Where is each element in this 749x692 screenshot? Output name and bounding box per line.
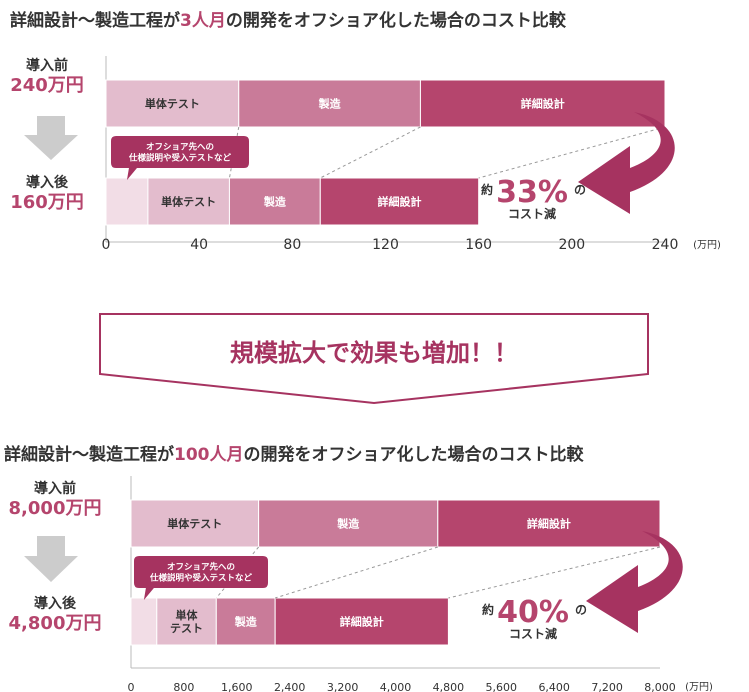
chart1-after-segment-label: 詳細設計 (377, 195, 421, 209)
chart2-connector-line (215, 546, 260, 599)
chart2-before-label: 導入前 8,000万円 (0, 481, 110, 519)
chart1-reduction-value: 33% (496, 175, 568, 210)
chart1-connector-line (478, 126, 666, 179)
chart2-after-label: 導入後 4,800万円 (0, 596, 110, 634)
chart2-after-segment-label: 単体テスト (170, 608, 203, 635)
chart1-after-total: 160万円 (10, 191, 84, 213)
chart1-before-segment-label: 製造 (318, 97, 342, 111)
chart1-after-segment-label: 単体テスト (161, 195, 216, 209)
chart1-title: 詳細設計〜製造工程が3人月の開発をオフショア化した場合のコスト比較 (10, 6, 566, 31)
chart2-after-segment-label: 詳細設計 (340, 615, 384, 629)
chart2-after-bar-segment (274, 597, 449, 646)
chart1-tick-label: 200 (558, 237, 585, 253)
chart1-reduction-label: コスト減 (508, 206, 556, 221)
chart2-title: 詳細設計〜製造工程が100人月の開発をオフショア化した場合のコスト比較 (4, 440, 584, 465)
chart2-tick-label: 4,000 (380, 681, 412, 692)
chart1-before-bar-segment (105, 79, 240, 128)
chart2-title-highlight: 100人月 (174, 445, 244, 465)
chart2-before-total: 8,000万円 (8, 497, 102, 519)
chart1-tick-label: 120 (372, 237, 399, 253)
chart2-before-segment-label: 単体テスト (167, 517, 222, 531)
chart1-unit-label: (万円) (693, 240, 721, 251)
chart2-callout-text: オフショア先への仕様説明や受入テストなど (149, 562, 253, 584)
chart2-tick-label: 5,600 (486, 681, 518, 692)
chart1-connector-line (320, 126, 421, 179)
chart1-reduction-suffix: の (574, 183, 586, 197)
chart2-before-bar-segment (130, 499, 260, 548)
chart1-before-total: 240万円 (10, 74, 84, 96)
chart1-callout-bubble (111, 136, 249, 180)
chart1-curved-arrow-icon (578, 112, 675, 214)
chart1-before-segment-label: 単体テスト (145, 97, 200, 111)
chart2-after-bar-segment (156, 597, 217, 646)
chart2-tick-label: 7,200 (591, 681, 623, 692)
chart1-down-arrow-icon (24, 116, 78, 160)
chart1-before-caption: 導入前 (26, 58, 68, 74)
chart2-tick-label: 0 (128, 681, 135, 692)
chart2-reduction-suffix: の (575, 603, 587, 617)
chart2-before-segment-label: 製造 (336, 517, 360, 531)
chart1-tick-label: 80 (283, 237, 301, 253)
chart2: 0 800 1,600 2,400 3,200 4,000 4,800 5,600 6,400 7… (128, 476, 713, 692)
chart1-tick-label: 40 (190, 237, 208, 253)
chart2-tick-label: 4,800 (433, 681, 465, 692)
chart2-tick-label: 1,600 (221, 681, 253, 692)
chart2-tick-label: 6,400 (538, 681, 570, 692)
chart2-before-bar-segment (437, 499, 661, 548)
chart2-reduction-value: 40% (497, 595, 569, 630)
chart1-title-post: の開発をオフショア化した場合のコスト比較 (225, 11, 566, 31)
chart1-before-segment-label: 詳細設計 (521, 97, 565, 111)
chart1: 0 40 80 120 160 200 240 (万円)単体テスト 製造 詳細設計単体テスト 製造詳… (102, 56, 721, 253)
chart1-reduction-prefix: 約 (481, 182, 493, 197)
chart2-reduction-label: コスト減 (509, 626, 557, 641)
banner-shape (99, 313, 649, 405)
chart1-after-bar-segment (228, 177, 321, 226)
chart1-before-bar-segment (419, 79, 666, 128)
chart1-after-bar-segment (105, 177, 149, 226)
chart1-after-segment-label: 製造 (263, 195, 287, 209)
chart2-title-pre: 詳細設計〜製造工程が (4, 445, 174, 465)
chart1-tick-label: 160 (465, 237, 492, 253)
chart1-title-pre: 詳細設計〜製造工程が (10, 11, 180, 31)
chart1-before-label: 導入前 240万円 (2, 58, 92, 96)
chart2-after-bar-segment (215, 597, 276, 646)
chart2-after-segment-label: 製造 (234, 615, 258, 629)
chart2-callout-bubble (134, 556, 268, 600)
chart2-tick-label: 3,200 (327, 681, 359, 692)
chart1-title-highlight: 3人月 (180, 11, 226, 31)
chart2-connector-line (275, 546, 438, 599)
chart2-before-caption: 導入前 (34, 481, 76, 497)
chart2-title-post: の開発をオフショア化した場合のコスト比較 (243, 445, 584, 465)
chart2-after-total: 4,800万円 (8, 612, 102, 634)
chart2-after-bar-segment (130, 597, 158, 646)
chart1-after-label: 導入後 160万円 (2, 175, 92, 213)
chart2-connector-line (448, 546, 661, 599)
banner-text: 規模拡大で効果も増加！！ (230, 339, 518, 367)
chart2-tick-label: 8,000 (644, 681, 676, 692)
chart2-unit-label: (万円) (685, 682, 713, 692)
chart2-curved-arrow-icon (586, 531, 683, 633)
chart1-before-bar-segment (238, 79, 421, 128)
chart1-tick-label: 0 (102, 237, 111, 253)
chart1-tick-label: 240 (652, 237, 679, 253)
chart2-down-arrow-icon (24, 536, 78, 582)
chart2-tick-label: 800 (173, 681, 194, 692)
chart2-reduction-prefix: 約 (482, 602, 494, 617)
chart1-after-bar-segment (147, 177, 230, 226)
chart1-after-caption: 導入後 (26, 175, 68, 191)
chart2-before-bar-segment (258, 499, 439, 548)
chart1-after-bar-segment (319, 177, 480, 226)
chart2-tick-label: 2,400 (274, 681, 306, 692)
chart2-before-segment-label: 詳細設計 (527, 517, 571, 531)
chart1-connector-line (228, 126, 240, 179)
chart1-callout-text: オフショア先への仕様説明や受入テストなど (128, 142, 232, 164)
chart2-after-caption: 導入後 (34, 596, 76, 612)
